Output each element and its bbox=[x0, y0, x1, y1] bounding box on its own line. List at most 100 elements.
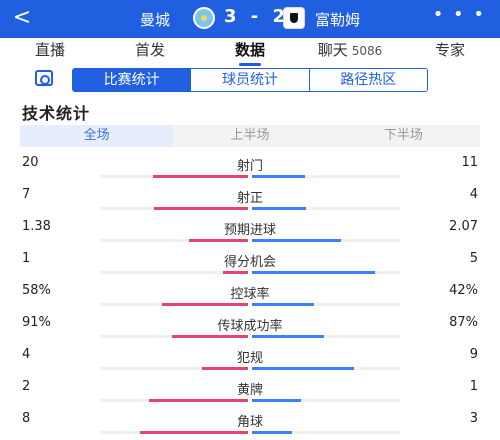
tab-label: 专家 bbox=[434, 41, 465, 59]
home-bar-track bbox=[100, 271, 248, 274]
section-title: 技术统计 bbox=[22, 104, 91, 123]
away-bar-track bbox=[252, 303, 400, 306]
more-dots-icon[interactable]: • • • bbox=[432, 4, 486, 25]
tab-match-stats[interactable]: 比赛统计 bbox=[73, 69, 191, 91]
match-score: 3 - 2 bbox=[224, 6, 290, 27]
stat-label: 犯规 bbox=[236, 351, 263, 366]
away-stat-value: 4 bbox=[469, 187, 478, 202]
home-stat-value: 2 bbox=[22, 379, 31, 394]
home-team-crest[interactable] bbox=[193, 7, 215, 29]
home-bar-track bbox=[100, 175, 248, 178]
tab-label: 数据 bbox=[234, 41, 265, 59]
sub-tab-row: 比赛统计 球员统计 路径热区 bbox=[0, 68, 500, 92]
away-stat-value: 42% bbox=[449, 283, 478, 298]
home-stat-value: 1.38 bbox=[22, 219, 51, 234]
sub-tab-bar: 比赛统计 球员统计 路径热区 bbox=[72, 68, 428, 92]
stat-label: 黄牌 bbox=[236, 383, 263, 398]
away-stat-value: 5 bbox=[469, 251, 478, 266]
home-stat-value: 4 bbox=[22, 347, 31, 362]
home-stat-bar bbox=[153, 175, 248, 178]
home-stat-bar bbox=[189, 239, 248, 242]
home-stat-bar bbox=[172, 335, 248, 338]
stat-row: 4 犯规 9 bbox=[0, 346, 500, 378]
away-bar-track bbox=[252, 207, 400, 210]
home-stat-bar bbox=[202, 367, 248, 370]
home-stat-bar bbox=[149, 399, 248, 402]
away-stat-bar bbox=[252, 239, 341, 242]
stat-row: 7 射正 4 bbox=[0, 186, 500, 218]
away-stat-bar bbox=[252, 175, 305, 178]
tab-data[interactable]: 数据 bbox=[200, 38, 300, 68]
home-team-name[interactable]: 曼城 bbox=[140, 11, 171, 29]
stat-label: 射门 bbox=[236, 159, 263, 174]
tab-live[interactable]: 直播 bbox=[0, 38, 100, 68]
stat-row: 91% 传球成功率 87% bbox=[0, 314, 500, 346]
home-bar-track bbox=[100, 239, 248, 242]
home-bar-track bbox=[100, 303, 248, 306]
away-bar-track bbox=[252, 399, 400, 402]
away-team-crest[interactable] bbox=[283, 7, 305, 29]
stat-row: 20 射门 11 bbox=[0, 154, 500, 186]
tab-first-half[interactable]: 上半场 bbox=[230, 128, 270, 143]
home-bar-track bbox=[100, 335, 248, 338]
away-team-name[interactable]: 富勒姆 bbox=[315, 11, 361, 29]
tab-full-match[interactable]: 全场 bbox=[20, 125, 174, 147]
home-stat-value: 20 bbox=[22, 155, 39, 170]
home-stat-bar bbox=[162, 303, 248, 306]
home-stat-bar bbox=[140, 431, 248, 434]
away-stat-value: 11 bbox=[461, 155, 478, 170]
tab-label: 直播 bbox=[34, 41, 65, 59]
away-stat-value: 2.07 bbox=[449, 219, 478, 234]
tab-experts[interactable]: 专家 bbox=[400, 38, 500, 68]
home-stat-bar bbox=[223, 271, 248, 274]
main-tab-bar: 直播 首发 数据 聊天 5086 专家 bbox=[0, 38, 500, 68]
stat-label: 预期进球 bbox=[223, 223, 276, 238]
pitch-view-icon[interactable] bbox=[35, 70, 53, 86]
tab-label: 聊天 bbox=[317, 41, 348, 59]
tab-lineup[interactable]: 首发 bbox=[100, 38, 200, 68]
away-stat-value: 9 bbox=[469, 347, 478, 362]
tab-label: 首发 bbox=[134, 41, 165, 59]
away-bar-track bbox=[252, 175, 400, 178]
stat-row: 1 得分机会 5 bbox=[0, 250, 500, 282]
stat-row: 1.38 预期进球 2.07 bbox=[0, 218, 500, 250]
away-stat-value: 87% bbox=[449, 315, 478, 330]
stat-label: 得分机会 bbox=[223, 255, 276, 270]
home-stat-value: 8 bbox=[22, 411, 31, 426]
tab-second-half[interactable]: 下半场 bbox=[383, 128, 423, 143]
stat-label: 控球率 bbox=[230, 287, 270, 302]
away-stat-bar bbox=[252, 303, 314, 306]
away-stat-value: 3 bbox=[469, 411, 478, 426]
home-bar-track bbox=[100, 207, 248, 210]
chat-count: 5086 bbox=[351, 44, 383, 58]
away-bar-track bbox=[252, 335, 400, 338]
stat-row: 8 角球 3 bbox=[0, 410, 500, 440]
away-bar-track bbox=[252, 271, 400, 274]
away-stat-bar bbox=[252, 399, 301, 402]
stat-row: 58% 控球率 42% bbox=[0, 282, 500, 314]
tab-heatmap[interactable]: 路径热区 bbox=[308, 69, 427, 91]
period-tab-bar: 全场 上半场 下半场 bbox=[20, 125, 480, 147]
stat-label: 角球 bbox=[236, 415, 263, 430]
away-stat-bar bbox=[252, 431, 292, 434]
away-stat-bar bbox=[252, 367, 354, 370]
away-bar-track bbox=[252, 239, 400, 242]
match-header: < 曼城 3 - 2 富勒姆 • • • bbox=[0, 0, 500, 38]
away-bar-track bbox=[252, 367, 400, 370]
away-bar-track bbox=[252, 431, 400, 434]
home-stat-value: 58% bbox=[22, 283, 51, 298]
home-stat-value: 91% bbox=[22, 315, 51, 330]
stat-row: 2 黄牌 1 bbox=[0, 378, 500, 410]
home-bar-track bbox=[100, 431, 248, 434]
home-stat-bar bbox=[154, 207, 248, 210]
away-stat-bar bbox=[252, 207, 306, 210]
home-bar-track bbox=[100, 399, 248, 402]
chevron-left-icon[interactable]: < bbox=[12, 5, 32, 30]
tab-chat[interactable]: 聊天 5086 bbox=[300, 38, 400, 68]
home-bar-track bbox=[100, 367, 248, 370]
stat-label: 传球成功率 bbox=[217, 319, 283, 334]
home-stat-value: 7 bbox=[22, 187, 31, 202]
away-stat-value: 1 bbox=[469, 379, 478, 394]
away-stat-bar bbox=[252, 335, 324, 338]
tab-player-stats[interactable]: 球员统计 bbox=[190, 69, 309, 91]
